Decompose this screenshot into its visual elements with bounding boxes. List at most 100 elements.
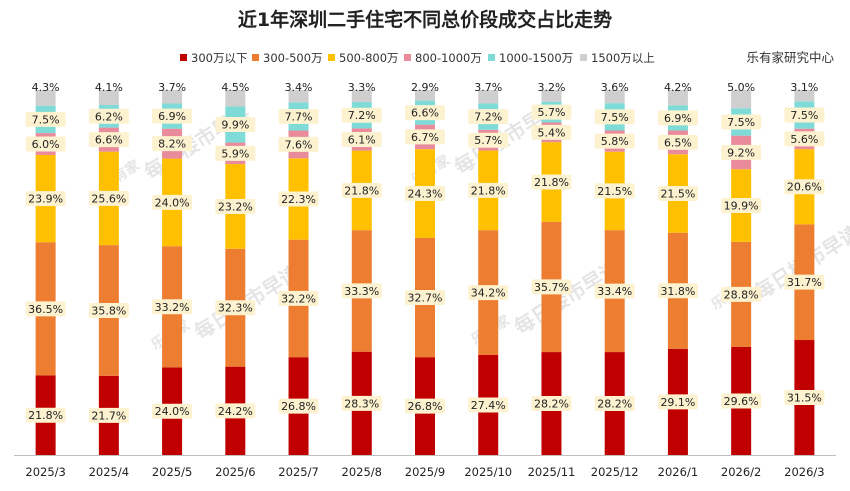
chart-title: 近1年深圳二手住宅不同总价段成交占比走势 [238, 8, 612, 31]
data-label-bg [88, 302, 129, 318]
data-label-bg [657, 134, 698, 150]
legend-swatch [488, 54, 495, 61]
data-label: 34.2% [468, 285, 509, 301]
legend-item: 800-1000万 [404, 51, 482, 65]
data-label: 3.3% [348, 81, 376, 94]
data-label: 28.3% [341, 395, 382, 411]
data-label-text: 31.8% [660, 285, 695, 298]
data-label-bg [341, 395, 382, 411]
legend-item: 1500万以上 [580, 51, 655, 65]
x-tick-label: 2025/5 [152, 465, 192, 479]
legend-label: 800-1000万 [415, 51, 482, 65]
data-label-text: 9.9% [221, 118, 249, 131]
bar-segment [351, 90, 372, 103]
legend-label: 500-800万 [339, 51, 399, 65]
data-label: 4.2% [664, 81, 692, 94]
data-label-text: 6.9% [158, 110, 186, 123]
data-label: 26.8% [405, 398, 445, 414]
data-label-bg [721, 198, 762, 214]
data-label-text: 5.6% [790, 133, 818, 146]
data-label: 5.0% [727, 81, 755, 94]
data-label: 6.6% [88, 132, 129, 148]
data-label-text: 3.2% [537, 81, 565, 94]
legend-swatch [404, 54, 411, 61]
data-label-text: 26.8% [281, 400, 316, 413]
data-label: 5.8% [594, 133, 635, 149]
data-label-text: 35.8% [91, 304, 126, 317]
data-labels-layer: 21.8% 36.5% 23.9% 6.0% 7.5% 4.3% 21.7% 35.8% 25.… [25, 81, 825, 423]
data-label: 21.5% [594, 183, 635, 199]
data-label: 35.7% [531, 279, 572, 295]
data-label-bg [278, 191, 319, 207]
data-label: 6.9% [657, 110, 698, 126]
data-label: 7.2% [468, 109, 509, 125]
data-label-bg [152, 108, 193, 124]
bar-segment [288, 90, 309, 103]
data-label-bg [152, 403, 193, 419]
data-label-text: 5.7% [537, 106, 565, 119]
data-label-bg [721, 286, 762, 302]
data-label: 19.9% [721, 198, 762, 214]
bar-segment [604, 90, 625, 104]
data-label-bg [784, 107, 825, 123]
data-label-text: 28.2% [534, 398, 569, 411]
data-label-text: 4.5% [221, 81, 249, 94]
data-label-text: 7.2% [474, 111, 502, 124]
legend-label: 300-500万 [263, 51, 323, 65]
data-label-text: 25.6% [91, 192, 126, 205]
data-label-text: 21.8% [534, 176, 569, 189]
x-tick-label: 2025/12 [591, 465, 639, 479]
data-label: 31.7% [784, 274, 825, 290]
data-label-bg [657, 185, 698, 201]
data-label-bg [278, 108, 319, 124]
data-label: 24.2% [215, 403, 256, 419]
data-label-text: 28.8% [724, 288, 759, 301]
data-label-text: 31.5% [787, 392, 822, 405]
data-label-text: 21.5% [597, 185, 632, 198]
data-label: 7.7% [278, 108, 319, 124]
data-label-bg [468, 397, 509, 413]
x-tick-label: 2026/3 [784, 465, 824, 479]
bar-segment [667, 90, 688, 106]
data-label: 33.3% [341, 283, 382, 299]
x-tick-label: 2025/9 [405, 465, 445, 479]
legend-label: 300万以下 [191, 51, 247, 65]
data-label-bg [531, 174, 572, 190]
data-label: 27.4% [468, 397, 509, 413]
data-label-bg [88, 190, 129, 206]
data-label: 6.7% [405, 129, 445, 145]
data-label: 9.2% [721, 144, 762, 160]
bar-segment [478, 90, 499, 104]
data-label: 21.8% [341, 182, 382, 198]
data-label-bg [531, 396, 572, 412]
data-label-text: 22.3% [281, 193, 316, 206]
data-label-bg [594, 283, 635, 299]
legend-label: 1500万以上 [591, 51, 655, 65]
data-label-text: 29.1% [660, 396, 695, 409]
data-label-text: 4.3% [32, 81, 60, 94]
data-label-bg [25, 111, 66, 127]
data-label-bg [594, 183, 635, 199]
data-label: 7.5% [721, 114, 762, 130]
x-tick-label: 2025/3 [25, 465, 65, 479]
x-tick-label: 2025/10 [464, 465, 512, 479]
data-label: 6.0% [25, 136, 66, 152]
data-label-bg [88, 132, 129, 148]
data-label-bg [278, 136, 319, 152]
data-label-bg [784, 179, 825, 195]
data-label-text: 21.8% [471, 184, 506, 197]
data-label-text: 21.7% [91, 409, 126, 422]
data-label-bg [721, 114, 762, 130]
data-label-text: 23.9% [28, 193, 63, 206]
data-label: 29.1% [657, 394, 698, 410]
data-label: 25.6% [88, 190, 129, 206]
legend-item: 500-800万 [328, 51, 399, 65]
data-label-text: 28.2% [597, 398, 632, 411]
data-label: 6.1% [341, 131, 382, 147]
data-label-text: 34.2% [471, 287, 506, 300]
data-label-bg [657, 283, 698, 299]
data-label: 28.2% [594, 396, 635, 412]
data-label: 5.4% [531, 124, 572, 140]
data-label: 7.5% [594, 109, 635, 125]
